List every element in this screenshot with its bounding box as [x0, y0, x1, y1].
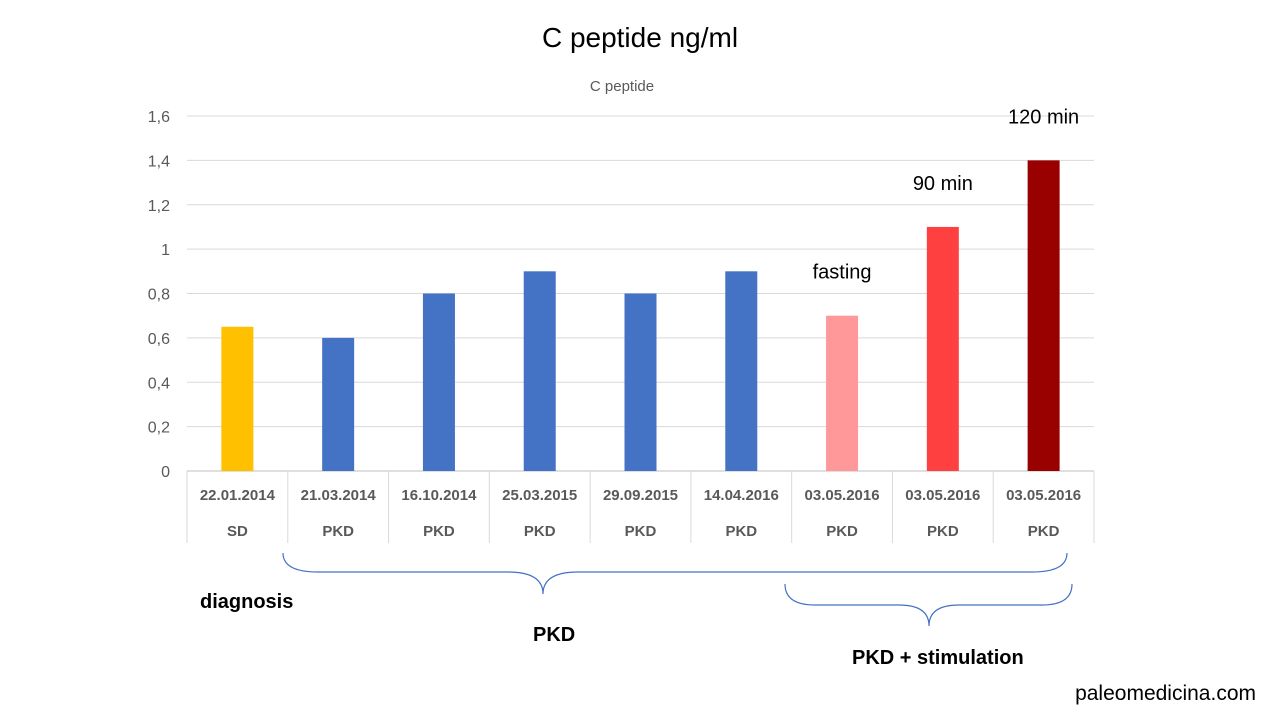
bar	[422, 293, 455, 471]
x-tick-date: 22.01.2014	[200, 487, 276, 504]
y-tick-label: 1,4	[148, 153, 170, 170]
x-tick-group: PKD	[322, 523, 354, 540]
x-tick-date: 03.05.2016	[1006, 487, 1081, 504]
x-tick-group: PKD	[625, 523, 657, 540]
y-tick-label: 0,2	[148, 420, 170, 437]
x-tick-group: PKD	[725, 523, 757, 540]
x-tick-date: 25.03.2015	[502, 487, 577, 504]
bar	[221, 326, 254, 471]
bar-annotation: 90 min	[913, 173, 973, 195]
x-tick-date: 03.05.2016	[905, 487, 980, 504]
category-table: 22.01.2014 SD 21.03.2014 PKD 16.10.2014 PKD 25…	[186, 471, 1095, 543]
x-tick-group: PKD	[927, 523, 959, 540]
x-tick-group: PKD	[423, 523, 455, 540]
bar-annotation: fasting	[813, 262, 872, 284]
bar	[624, 293, 657, 471]
bar	[826, 315, 859, 471]
y-tick-label: 0,4	[148, 375, 170, 392]
y-tick-label: 0,8	[148, 287, 170, 304]
x-tick-date: 21.03.2014	[301, 487, 377, 504]
x-tick-group: SD	[227, 523, 248, 540]
y-tick-label: 1	[161, 242, 170, 259]
y-tick-label: 1,6	[148, 109, 170, 126]
pkd-label: PKD	[533, 624, 576, 646]
y-tick-label: 0,6	[148, 331, 170, 348]
watermark: paleomedicina.com	[1075, 682, 1256, 705]
x-tick-group: PKD	[826, 523, 858, 540]
x-tick-date: 16.10.2014	[401, 487, 477, 504]
bar-annotation: 120 min	[1008, 106, 1079, 128]
bar	[322, 337, 355, 471]
bar-annotations: fasting 90 min 120 min	[813, 106, 1080, 283]
diagnosis-label: diagnosis	[200, 591, 294, 613]
bar	[725, 271, 758, 471]
y-tick-label: 1,2	[148, 198, 170, 215]
x-tick-date: 29.09.2015	[603, 487, 678, 504]
stimulation-brace	[784, 583, 1073, 627]
bars	[221, 160, 1060, 471]
pkd-brace	[282, 552, 1068, 595]
pkd-stimulation-label: PKD + stimulation	[852, 647, 1024, 669]
x-tick-date: 14.04.2016	[704, 487, 779, 504]
x-tick-date: 03.05.2016	[805, 487, 880, 504]
chart-title: C peptide	[590, 78, 654, 95]
y-axis-ticks: 0 0,2 0,4 0,6 0,8 1 1,2 1,4 1,6	[148, 109, 170, 481]
slide-title: C peptide ng/ml	[541, 22, 739, 53]
y-tick-label: 0	[161, 464, 170, 481]
x-tick-group: PKD	[1028, 523, 1060, 540]
bar	[926, 226, 959, 471]
x-tick-group: PKD	[524, 523, 556, 540]
bar	[523, 271, 556, 471]
bar	[1027, 160, 1060, 471]
